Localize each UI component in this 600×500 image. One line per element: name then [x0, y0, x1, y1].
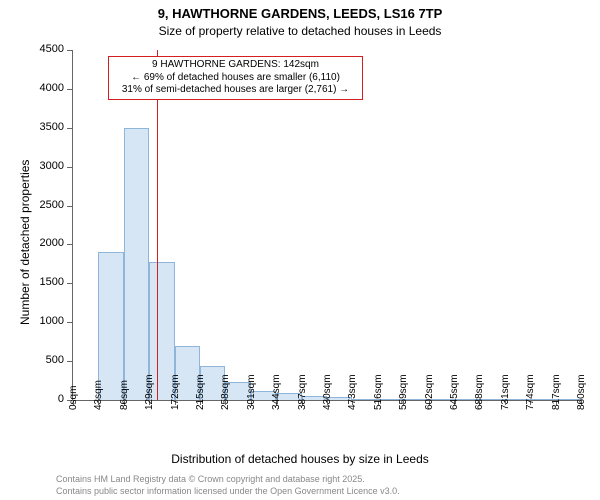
y-tick-label: 1500	[24, 276, 64, 288]
x-tick-label: 129sqm	[144, 374, 155, 410]
y-tick	[67, 322, 73, 323]
y-tick-label: 4000	[24, 82, 64, 94]
x-tick-label: 731sqm	[500, 374, 511, 410]
y-tick	[67, 89, 73, 90]
y-tick	[67, 167, 73, 168]
y-tick	[67, 283, 73, 284]
x-tick-label: 0sqm	[68, 386, 79, 410]
y-tick-label: 4500	[24, 43, 64, 55]
x-tick-label: 645sqm	[449, 374, 460, 410]
histogram-bar	[98, 252, 123, 400]
y-tick	[67, 50, 73, 51]
property-marker-line	[157, 50, 158, 400]
x-tick-label: 559sqm	[398, 374, 409, 410]
histogram-bar	[124, 128, 149, 400]
y-tick-label: 1000	[24, 315, 64, 327]
y-tick	[67, 361, 73, 362]
x-tick-label: 43sqm	[93, 380, 104, 410]
x-tick-label: 172sqm	[170, 374, 181, 410]
y-tick	[67, 206, 73, 207]
x-tick-label: 860sqm	[576, 374, 587, 410]
footer-line1: Contains HM Land Registry data © Crown c…	[56, 474, 365, 484]
y-tick-label: 500	[24, 354, 64, 366]
footer-line2: Contains public sector information licen…	[56, 486, 400, 496]
x-tick-label: 86sqm	[119, 380, 130, 410]
chart-title-line1: 9, HAWTHORNE GARDENS, LEEDS, LS16 7TP	[0, 6, 600, 21]
x-tick-label: 688sqm	[474, 374, 485, 410]
x-tick-label: 774sqm	[525, 374, 536, 410]
annotation-box: 9 HAWTHORNE GARDENS: 142sqm← 69% of deta…	[108, 56, 363, 100]
x-tick-label: 215sqm	[195, 374, 206, 410]
x-tick-label: 387sqm	[297, 374, 308, 410]
x-tick-label: 516sqm	[373, 374, 384, 410]
x-tick-label: 301sqm	[246, 374, 257, 410]
annotation-line: 9 HAWTHORNE GARDENS: 142sqm	[113, 59, 358, 72]
annotation-line: 31% of semi-detached houses are larger (…	[113, 84, 358, 97]
x-tick-label: 602sqm	[424, 374, 435, 410]
y-tick	[67, 244, 73, 245]
x-tick-label: 473sqm	[347, 374, 358, 410]
chart-stage: 9, HAWTHORNE GARDENS, LEEDS, LS16 7TP Si…	[0, 0, 600, 500]
y-tick-label: 2500	[24, 199, 64, 211]
x-tick-label: 344sqm	[271, 374, 282, 410]
y-tick-label: 3000	[24, 160, 64, 172]
y-tick-label: 3500	[24, 121, 64, 133]
y-tick-label: 0	[24, 393, 64, 405]
plot-area: 9 HAWTHORNE GARDENS: 142sqm← 69% of deta…	[72, 50, 581, 401]
y-tick	[67, 128, 73, 129]
annotation-line: ← 69% of detached houses are smaller (6,…	[113, 72, 358, 85]
x-axis-label: Distribution of detached houses by size …	[0, 452, 600, 466]
x-tick-label: 430sqm	[322, 374, 333, 410]
y-tick-label: 2000	[24, 237, 64, 249]
x-tick-label: 817sqm	[551, 374, 562, 410]
x-tick-label: 258sqm	[220, 374, 231, 410]
chart-title-line2: Size of property relative to detached ho…	[0, 24, 600, 38]
